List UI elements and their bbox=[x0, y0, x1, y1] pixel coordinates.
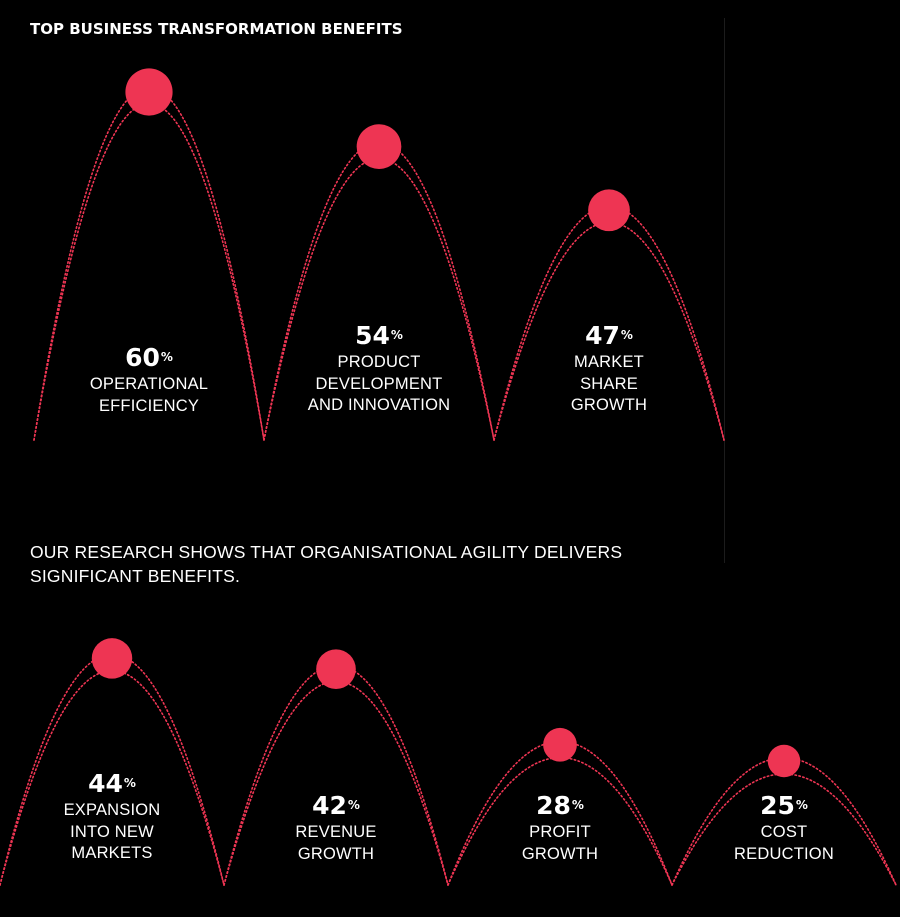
dot-expansion-into-new-markets bbox=[91, 638, 133, 679]
label-operational-efficiency-line-2: EFFICIENCY bbox=[98, 396, 200, 415]
label-product-development-and-innovation-line-2: DEVELOPMENT bbox=[315, 374, 443, 393]
benefit-operational-efficiency: 60% OPERATIONAL EFFICIENCY bbox=[90, 344, 208, 417]
benefit-cost-reduction: 25% COST REDUCTION bbox=[734, 792, 834, 865]
label-product-development-and-innovation-line-3: AND INNOVATION bbox=[307, 396, 451, 414]
label-market-share-growth-line-3: GROWTH bbox=[570, 396, 648, 414]
value-operational-efficiency: 60% bbox=[90, 344, 208, 372]
value-number: 42 bbox=[312, 791, 347, 820]
label-expansion-into-new-markets-line-3: MARKETS bbox=[71, 844, 153, 862]
value-number: 25 bbox=[760, 791, 795, 820]
value-revenue-growth: 42% bbox=[295, 792, 376, 820]
label-market-share-growth-line-1: MARKET bbox=[574, 353, 644, 371]
value-number: 47 bbox=[585, 321, 620, 350]
dot-product-development-and-innovation bbox=[356, 124, 402, 169]
divider-line bbox=[724, 18, 725, 563]
value-market-share-growth: 47% bbox=[571, 322, 647, 350]
label-profit-growth-line-2: GROWTH bbox=[521, 844, 599, 863]
benefit-expansion-into-new-markets: 44% EXPANSION INTO NEW MARKETS bbox=[64, 770, 161, 865]
label-expansion-into-new-markets-line-1: EXPANSION bbox=[63, 801, 161, 819]
value-number: 28 bbox=[536, 791, 571, 820]
label-operational-efficiency-line-1: OPERATIONAL bbox=[89, 375, 209, 393]
benefit-product-development-and-innovation: 54% PRODUCT DEVELOPMENT AND INNOVATION bbox=[308, 322, 450, 417]
percent-sign: % bbox=[160, 350, 173, 364]
label-product-development-and-innovation-line-1: PRODUCT bbox=[337, 353, 421, 371]
benefit-market-share-growth: 47% MARKET SHARE GROWTH bbox=[571, 322, 647, 417]
value-product-development-and-innovation: 54% bbox=[308, 322, 450, 350]
chart-title: TOP BUSINESS TRANSFORMATION BENEFITS bbox=[30, 20, 403, 38]
dot-operational-efficiency bbox=[125, 68, 173, 116]
value-profit-growth: 28% bbox=[522, 792, 598, 820]
dot-cost-reduction bbox=[767, 744, 801, 778]
benefit-revenue-growth: 42% REVENUE GROWTH bbox=[295, 792, 376, 865]
percent-sign: % bbox=[390, 328, 403, 342]
arc-product-development-and-innovation-2 bbox=[263, 157, 495, 441]
percent-sign: % bbox=[620, 328, 633, 342]
label-cost-reduction-line-1: COST bbox=[760, 823, 808, 841]
label-market-share-growth-line-2: SHARE bbox=[580, 374, 638, 393]
dot-profit-growth bbox=[543, 727, 577, 762]
label-revenue-growth-line-1: REVENUE bbox=[295, 823, 377, 841]
value-number: 44 bbox=[88, 769, 123, 798]
dot-revenue-growth bbox=[316, 649, 356, 690]
percent-sign: % bbox=[347, 798, 360, 812]
value-expansion-into-new-markets: 44% bbox=[64, 770, 161, 798]
label-expansion-into-new-markets-line-2: INTO NEW bbox=[70, 822, 154, 841]
percent-sign: % bbox=[795, 798, 808, 812]
label-profit-growth-line-1: PROFIT bbox=[529, 823, 591, 841]
label-revenue-growth-line-2: GROWTH bbox=[297, 844, 375, 863]
research-statement: OUR RESEARCH SHOWS THAT ORGANISATIONAL A… bbox=[30, 542, 623, 586]
label-cost-reduction-line-2: REDUCTION bbox=[734, 844, 834, 863]
percent-sign: % bbox=[571, 798, 584, 812]
benefit-profit-growth: 28% PROFIT GROWTH bbox=[522, 792, 598, 865]
value-cost-reduction: 25% bbox=[734, 792, 834, 820]
value-number: 60 bbox=[125, 343, 160, 372]
dot-market-share-growth bbox=[588, 189, 630, 232]
percent-sign: % bbox=[123, 776, 136, 790]
value-number: 54 bbox=[355, 321, 390, 350]
